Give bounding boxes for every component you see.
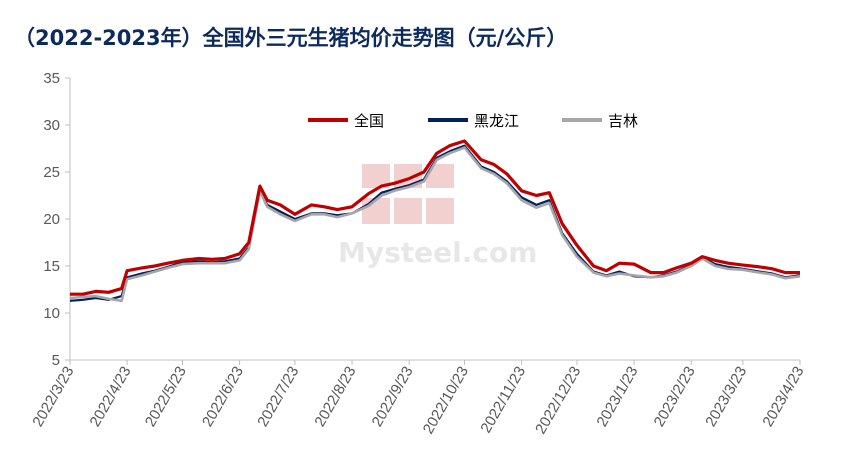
x-tick-label: 2023/4/23 xyxy=(759,364,807,430)
y-tick-label: 5 xyxy=(52,352,60,369)
y-tick-label: 10 xyxy=(43,305,60,322)
x-tick-label: 2023/2/23 xyxy=(651,364,699,430)
y-tick-label: 35 xyxy=(43,70,60,87)
x-tick-label: 2023/1/23 xyxy=(593,364,641,430)
series-line-2 xyxy=(69,146,801,303)
legend-label: 黑龙江 xyxy=(474,112,519,130)
watermark-text: Mysteel.com xyxy=(338,236,537,269)
series-line-0 xyxy=(70,139,800,296)
watermark: Mysteel.com xyxy=(338,164,537,269)
x-tick-label: 2022/4/23 xyxy=(87,364,135,430)
x-tick-label: 2022/5/23 xyxy=(142,364,190,430)
x-tick-label: 2022/3/23 xyxy=(29,364,77,430)
series-lines xyxy=(69,139,801,303)
x-tick-label: 2022/8/23 xyxy=(311,364,359,430)
y-tick-label: 20 xyxy=(43,211,60,228)
legend-label: 全国 xyxy=(354,112,384,130)
x-tick-label: 2022/11/23 xyxy=(477,364,529,437)
x-tick-label: 2022/6/23 xyxy=(199,364,247,430)
x-tick-label: 2022/9/23 xyxy=(369,364,417,430)
x-tick-label: 2022/10/23 xyxy=(420,364,472,438)
legend-label: 吉林 xyxy=(608,112,638,130)
y-tick-label: 25 xyxy=(43,164,60,181)
x-tick-label: 2022/12/23 xyxy=(532,364,584,438)
y-tick-label: 15 xyxy=(43,258,60,275)
y-tick-label: 30 xyxy=(43,117,60,134)
x-tick-label: 2023/3/23 xyxy=(702,364,750,430)
legend: 全国 黑龙江 吉林 xyxy=(308,112,638,130)
chart-title: （2022-2023年）全国外三元生猪均价走势图（元/公斤） xyxy=(14,26,568,50)
x-tick-label: 2022/7/23 xyxy=(254,364,302,430)
